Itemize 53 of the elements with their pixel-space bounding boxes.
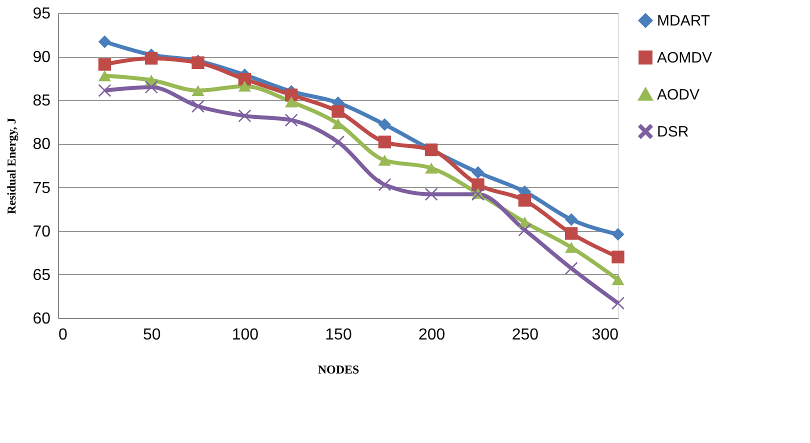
y-tick-label: 80 — [32, 136, 51, 154]
point — [98, 70, 111, 82]
point — [378, 178, 391, 191]
y-tick-label: 65 — [32, 266, 51, 284]
y-tick-label: 90 — [32, 49, 51, 66]
point — [612, 274, 624, 286]
x-tick-label: 300 — [592, 326, 619, 344]
point — [145, 80, 158, 94]
point — [612, 228, 624, 241]
x-tick-label: 0 — [58, 326, 68, 344]
x-tick-label: 200 — [418, 326, 446, 344]
y-tick-label: 60 — [32, 310, 51, 328]
point — [565, 213, 578, 226]
x-axis-title: NODES — [318, 362, 360, 376]
point — [285, 114, 298, 127]
point — [378, 136, 391, 148]
point — [565, 242, 578, 253]
point — [98, 58, 111, 71]
y-tick-label: 95 — [32, 6, 51, 22]
y-tick-label: 85 — [32, 92, 51, 110]
point — [192, 85, 204, 96]
x-tick-label: 250 — [512, 326, 539, 344]
x-tick-label: 50 — [142, 326, 161, 344]
point — [192, 100, 204, 113]
point — [98, 84, 111, 97]
point — [425, 188, 438, 201]
x-tick-label: 150 — [325, 326, 352, 344]
point — [378, 118, 391, 131]
point — [425, 162, 438, 174]
point — [285, 88, 298, 102]
legend-label: DSR — [657, 124, 689, 140]
point — [145, 52, 158, 65]
y-tick-label: 75 — [32, 180, 51, 197]
x-tick-label: 100 — [232, 326, 259, 344]
legend-label: AOMDV — [657, 50, 712, 66]
point — [98, 35, 111, 48]
point — [332, 105, 344, 118]
point — [612, 296, 624, 310]
point — [472, 178, 484, 191]
point — [238, 110, 251, 122]
point — [378, 154, 391, 166]
y-tick-label: 70 — [32, 223, 51, 240]
point — [565, 262, 578, 275]
point — [518, 224, 531, 236]
point — [238, 80, 251, 92]
legend-label: AODV — [657, 86, 700, 104]
point — [518, 194, 531, 207]
y-axis-title: Residual Energy, J — [4, 118, 19, 214]
point — [472, 166, 484, 179]
point — [565, 227, 578, 240]
point — [285, 96, 298, 108]
legend-label: MDART — [657, 12, 710, 30]
point — [612, 250, 624, 264]
